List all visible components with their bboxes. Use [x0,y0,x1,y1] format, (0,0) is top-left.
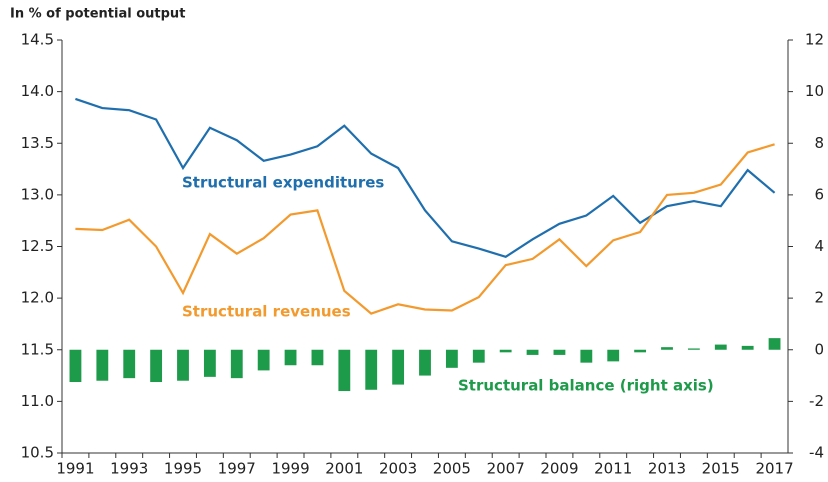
y2-tick-label: 12 [805,31,824,49]
bar [177,349,189,381]
x-tick-label: 2015 [702,460,740,478]
y-tick-label: 11.5 [21,340,54,358]
bar [661,347,673,350]
bar [96,349,109,381]
bar [499,349,512,353]
x-tick-label: 2003 [379,460,417,478]
bar [257,349,270,371]
bar [338,349,351,392]
y2-tick-label: -4 [809,444,824,462]
bar [607,349,620,362]
bar [230,349,243,379]
y-tick-label: 12.5 [21,237,54,255]
x-tick-label: 1999 [271,460,309,478]
y-tick-label: 10.5 [21,444,54,462]
bar [445,349,458,368]
bar [553,349,566,355]
y-tick-label: 14.5 [21,31,54,49]
y-tick-label: 11.0 [21,392,54,410]
bar [69,349,82,383]
y-axis-label: In % of potential output [10,7,185,22]
line [75,143,775,315]
bar [741,345,754,350]
bar [768,338,781,350]
x-tick-label: 2011 [594,460,632,478]
bar [284,349,297,366]
bar [365,349,378,390]
y2-tick-label: 10 [805,82,824,100]
bar [150,349,163,383]
bar [392,349,405,385]
line [75,97,776,259]
y2-tick-label: 8 [814,134,824,152]
y-tick-label: 14.0 [21,82,54,100]
y-tick-label: 13.5 [21,134,54,152]
bar [580,349,593,363]
x-tick-label: 2007 [487,460,525,478]
bar [687,348,700,350]
bar [714,344,727,350]
x-tick-label: 1993 [110,460,148,478]
y-tick-label: 13.0 [21,185,54,203]
bar [526,349,539,355]
x-tick-label: 2013 [648,460,686,478]
series-label: Structural expenditures [182,174,384,192]
x-tick-label: 2017 [755,460,793,478]
x-tick-label: 2009 [540,460,578,478]
y2-tick-label: -2 [809,392,824,410]
y2-tick-label: 0 [814,340,824,358]
y2-tick-label: 6 [814,185,824,203]
x-tick-label: 1997 [218,460,256,478]
bar [311,349,324,366]
y-tick-label: 12.0 [21,289,54,307]
bar [472,349,485,363]
x-tick-label: 2001 [325,460,363,478]
y2-tick-label: 2 [814,289,824,307]
y2-tick-label: 4 [814,237,824,255]
x-tick-label: 2005 [433,460,471,478]
bar [634,349,647,353]
x-tick-label: 1991 [56,460,94,478]
bar [123,349,136,379]
series-label: Structural revenues [182,303,351,321]
bar [203,349,216,377]
bar [419,349,431,376]
series-label: Structural balance (right axis) [458,377,714,395]
x-tick-label: 1995 [164,460,202,478]
